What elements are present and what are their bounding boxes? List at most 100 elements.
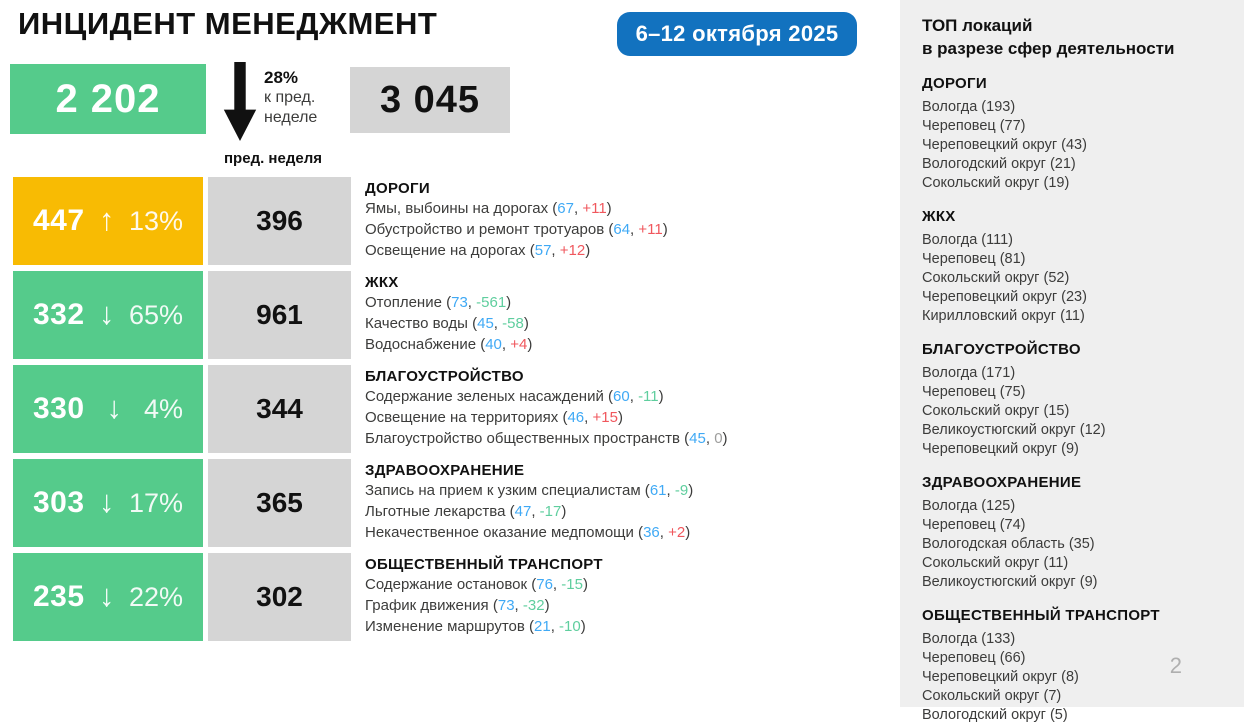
arrow-down-icon: ↓ — [99, 578, 115, 613]
subcategory-value: 61 — [649, 482, 667, 499]
location-item: Великоустюгский округ (12) — [922, 422, 1106, 438]
location-section-title: ОБЩЕСТВЕННЫЙ ТРАНСПОРТ — [922, 607, 1160, 624]
subcategory-value: 21 — [534, 618, 551, 635]
location-section: ЖКХ Вологда (111) Череповец (81) Сокольски… — [922, 208, 1224, 326]
subcategory-line: Содержание остановок (76, -15) — [365, 576, 588, 593]
subcategory-value: 60 — [613, 388, 630, 405]
category-info: ОБЩЕСТВЕННЫЙ ТРАНСПОРТ Содержание остано… — [365, 553, 603, 641]
category-change-percent: 22% — [128, 581, 183, 612]
subcategory-delta: +15 — [592, 409, 618, 426]
subcategory-value: 36 — [643, 524, 660, 541]
subcategory-line: Изменение маршрутов (21, -10) — [365, 618, 586, 635]
subcategory-label: Некачественное оказание медпомощи — [365, 524, 634, 541]
category-previous-value: 396 — [208, 177, 351, 265]
subcategory-label: Льготные лекарства — [365, 503, 506, 520]
subcategory-delta: -561 — [476, 294, 507, 311]
previous-week-label: пред. неделя — [224, 150, 322, 167]
subcategory-delta: -15 — [561, 576, 583, 593]
subcategory-value: 40 — [485, 336, 502, 353]
location-item: Вологодский округ (21) — [922, 156, 1076, 172]
location-item: Кирилловский округ (11) — [922, 308, 1085, 324]
subcategory-line: График движения (73, -32) — [365, 597, 550, 614]
top-locations-title-line1: ТОП локаций — [922, 16, 1033, 35]
trend-percent: 28% — [264, 68, 299, 87]
location-item: Вологда (193) — [922, 99, 1016, 115]
location-section-title: ДОРОГИ — [922, 75, 987, 92]
category-title: ЖКХ — [365, 274, 399, 291]
categories-list: 447 ↑ 13% 396 ДОРОГИ Ямы, выбоины на дор… — [13, 177, 893, 647]
current-week-total: 2 202 — [10, 64, 206, 134]
location-item: Череповецкий округ (23) — [922, 289, 1087, 305]
category-current-box: 332 ↓ 65% — [13, 271, 203, 359]
location-item: Череповец (75) — [922, 384, 1026, 400]
location-item: Сокольский округ (52) — [922, 270, 1070, 286]
arrow-down-icon: ↓ — [99, 484, 115, 519]
top-locations-title-line2: в разрезе сфер деятельности — [922, 39, 1175, 58]
category-previous-value: 302 — [208, 553, 351, 641]
location-item: Череповец (66) — [922, 650, 1026, 666]
category-change-percent: 17% — [128, 487, 183, 518]
subcategory-label: Качество воды — [365, 315, 468, 332]
subcategory-delta: +11 — [638, 221, 663, 238]
subcategory-label: Изменение маршрутов — [365, 618, 525, 635]
location-section-title: ЖКХ — [922, 208, 956, 225]
category-change-percent: 65% — [128, 299, 183, 330]
subcategory-line: Освещение на территориях (46, +15) — [365, 409, 623, 426]
subcategory-value: 73 — [497, 597, 515, 614]
category-info: ДОРОГИ Ямы, выбоины на дорогах (67, +11)… — [365, 177, 668, 265]
category-subitems: Содержание зеленых насаждений (60, -11) … — [365, 386, 728, 449]
location-item: Вологда (111) — [922, 232, 1013, 248]
location-item: Череповец (74) — [922, 517, 1026, 533]
category-current-box: 447 ↑ 13% — [13, 177, 203, 265]
category-info: БЛАГОУСТРОЙСТВО Содержание зеленых насаж… — [365, 365, 728, 453]
category-previous-value: 961 — [208, 271, 351, 359]
category-previous-value: 344 — [208, 365, 351, 453]
location-item: Вологда (125) — [922, 498, 1016, 514]
subcategory-label: Запись на прием к узким специалистам — [365, 482, 641, 499]
subcategory-label: Обустройство и ремонт тротуаров — [365, 221, 605, 238]
subcategory-value: 45 — [477, 315, 494, 332]
subcategory-delta: -32 — [522, 597, 545, 614]
subcategory-line: Запись на прием к узким специалистам (61… — [365, 482, 694, 499]
previous-week-total: 3 045 — [350, 67, 510, 133]
subcategory-line: Льготные лекарства (47, -17) — [365, 503, 567, 520]
arrow-down-icon: ↓ — [106, 390, 123, 425]
location-item: Вологодская область (35) — [922, 536, 1095, 552]
big-down-arrow-icon — [223, 62, 257, 142]
subcategory-delta: +2 — [668, 524, 686, 541]
page-number: 2 — [1169, 653, 1182, 678]
subcategory-label: Содержание зеленых насаждений — [365, 388, 604, 405]
subcategory-delta: +4 — [510, 336, 528, 353]
incident-management-slide: ИНЦИДЕНТ МЕНЕДЖМЕНТ 6–12 октября 2025 2 … — [10, 0, 1244, 723]
arrow-down-icon: ↓ — [99, 296, 115, 331]
location-item: Череповецкий округ (43) — [922, 137, 1087, 153]
subcategory-delta: +11 — [582, 200, 607, 217]
arrow-up-icon: ↑ — [99, 202, 115, 237]
subcategory-value: 76 — [536, 576, 553, 593]
subcategory-delta: -11 — [638, 388, 659, 405]
category-subitems: Содержание остановок (76, -15) График дв… — [365, 574, 603, 637]
location-item: Вологда (133) — [922, 631, 1016, 647]
location-section: БЛАГОУСТРОЙСТВО Вологда (171) Череповец (… — [922, 341, 1224, 459]
subcategory-value: 73 — [451, 294, 468, 311]
trend-caption-line2: неделе — [264, 109, 318, 126]
location-item: Сокольский округ (15) — [922, 403, 1070, 419]
subcategory-value: 45 — [689, 430, 706, 447]
location-item: Сокольский округ (19) — [922, 175, 1070, 191]
location-item: Череповецкий округ (9) — [922, 441, 1079, 457]
subcategory-delta: -10 — [559, 618, 581, 635]
category-change-percent: 4% — [143, 393, 183, 424]
category-title: БЛАГОУСТРОЙСТВО — [365, 368, 524, 385]
location-section: ДОРОГИ Вологда (193) Череповец (77) Черепо… — [922, 75, 1224, 193]
category-current-box: 330 ↓ 4% — [13, 365, 203, 453]
category-current-value: 303 — [33, 486, 85, 519]
category-subitems: Ямы, выбоины на дорогах (67, +11) Обустр… — [365, 198, 668, 261]
category-row: 330 ↓ 4% 344 БЛАГОУСТРОЙСТВО Содержание … — [13, 365, 893, 453]
location-section-title: ЗДРАВООХРАНЕНИЕ — [922, 474, 1082, 491]
category-title: ЗДРАВООХРАНЕНИЕ — [365, 462, 525, 479]
subcategory-delta: +12 — [559, 242, 586, 259]
subcategory-label: Благоустройство общественных пространств — [365, 430, 680, 447]
location-item: Сокольский округ (11) — [922, 555, 1069, 571]
subcategory-value: 46 — [567, 409, 585, 426]
top-locations-sections: ДОРОГИ Вологда (193) Череповец (77) Черепо… — [922, 75, 1224, 725]
